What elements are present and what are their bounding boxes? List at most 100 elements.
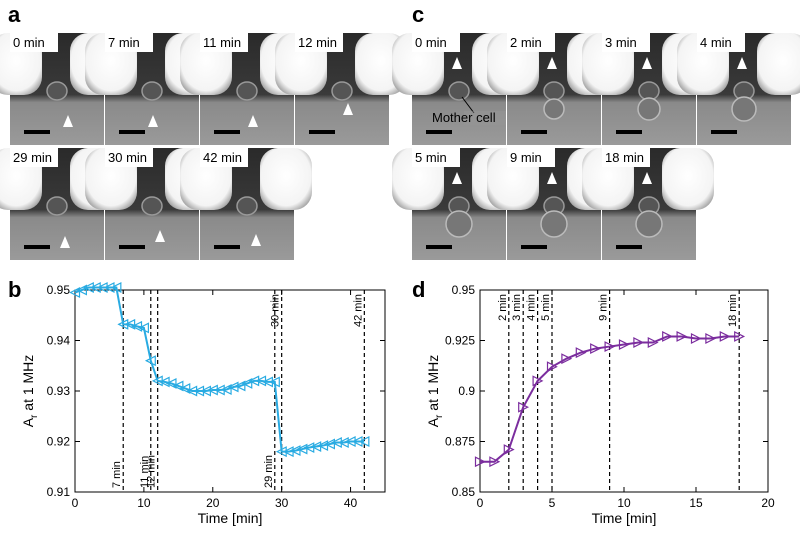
annotation-bg xyxy=(464,111,506,125)
data-line xyxy=(74,286,365,453)
frame-label: 2 min xyxy=(510,35,542,50)
arrowhead xyxy=(60,236,70,248)
data-point xyxy=(103,282,115,293)
trap-post xyxy=(260,148,312,210)
event-label: 7 min xyxy=(111,461,123,488)
data-point xyxy=(474,456,486,468)
arrowhead xyxy=(248,115,258,127)
cell xyxy=(46,196,68,216)
event-label: 30 min xyxy=(270,294,282,327)
cell xyxy=(331,81,353,101)
x-tick-label: 10 xyxy=(617,496,631,510)
arrowhead xyxy=(63,115,73,127)
data-point xyxy=(518,401,530,413)
scale-bar xyxy=(521,245,547,249)
arrowhead xyxy=(452,57,462,69)
micrograph: 5 min xyxy=(392,148,524,260)
scale-bar xyxy=(711,130,737,134)
x-tick-label: 0 xyxy=(477,496,484,510)
data-point xyxy=(633,337,645,348)
frame-label-bg xyxy=(602,33,650,52)
x-tick-label: 10 xyxy=(137,496,151,510)
arrowhead xyxy=(737,57,747,69)
y-tick-label: 0.94 xyxy=(47,334,71,348)
frame-label: 3 min xyxy=(605,35,637,50)
micrograph: 42 min xyxy=(180,148,312,260)
data-point xyxy=(144,355,156,367)
event-label: 12 min xyxy=(146,455,158,488)
data-point xyxy=(275,446,287,458)
frame-label: 0 min xyxy=(13,35,45,50)
data-point xyxy=(110,282,122,293)
bud xyxy=(637,97,661,121)
data-point xyxy=(604,341,616,353)
frame-label-bg xyxy=(10,33,58,52)
scale-bar xyxy=(616,130,642,134)
data-point xyxy=(138,322,149,334)
frame-label-bg xyxy=(602,148,650,167)
y-tick-label: 0.9 xyxy=(458,384,475,398)
data-point xyxy=(705,333,717,344)
cell xyxy=(543,81,565,101)
frame-label: 29 min xyxy=(13,150,52,165)
data-line xyxy=(480,335,740,463)
arrowhead xyxy=(547,172,557,184)
arrowhead xyxy=(642,57,652,69)
frame-label: 12 min xyxy=(298,35,337,50)
frame-label-bg xyxy=(10,148,58,167)
cell xyxy=(448,81,470,101)
data-point xyxy=(124,318,136,330)
scale-bar xyxy=(214,245,240,249)
x-tick-label: 0 xyxy=(72,496,79,510)
frame-label: 5 min xyxy=(415,150,447,165)
trap-post xyxy=(757,33,800,95)
x-tick-label: 20 xyxy=(206,496,220,510)
y-axis-label-sub: r xyxy=(29,414,40,418)
data-point xyxy=(89,282,101,293)
frame-label: 7 min xyxy=(108,35,140,50)
frame-label-bg xyxy=(200,148,248,167)
frame-label-bg xyxy=(412,148,460,167)
data-point xyxy=(662,330,674,342)
x-tick-label: 30 xyxy=(275,496,289,510)
cell xyxy=(46,81,68,101)
frame-label-bg xyxy=(697,33,745,52)
data-point xyxy=(268,376,280,388)
frame-label-bg xyxy=(507,33,555,52)
bud xyxy=(543,98,565,120)
cell xyxy=(141,81,163,101)
data-point xyxy=(561,353,573,365)
x-tick-label: 20 xyxy=(761,496,775,510)
data-point xyxy=(358,436,370,447)
event-label: 42 min xyxy=(352,294,364,327)
bud xyxy=(445,210,473,238)
data-point xyxy=(489,456,501,468)
scale-bar xyxy=(426,245,452,249)
bud xyxy=(635,210,663,238)
data-point xyxy=(262,376,273,388)
scale-bar xyxy=(616,245,642,249)
data-point xyxy=(165,377,177,389)
data-point xyxy=(676,330,688,342)
data-point xyxy=(546,361,558,373)
annotation-pointer xyxy=(461,96,475,114)
arrowhead xyxy=(452,172,462,184)
data-point xyxy=(206,384,218,396)
data-point xyxy=(193,385,205,397)
panel-letter: c xyxy=(412,2,424,27)
data-point xyxy=(532,375,544,387)
data-point xyxy=(179,383,191,394)
data-point xyxy=(69,287,81,298)
y-axis-label-main: A xyxy=(20,417,36,427)
data-point xyxy=(248,375,260,387)
frame-label-bg xyxy=(105,33,153,52)
y-tick-label: 0.85 xyxy=(452,485,476,499)
data-point xyxy=(719,330,731,342)
y-tick-label: 0.93 xyxy=(47,384,71,398)
data-point xyxy=(734,330,746,342)
scale-bar xyxy=(119,130,145,134)
trap-post xyxy=(662,148,714,210)
bud xyxy=(731,96,757,122)
data-point xyxy=(330,437,342,448)
